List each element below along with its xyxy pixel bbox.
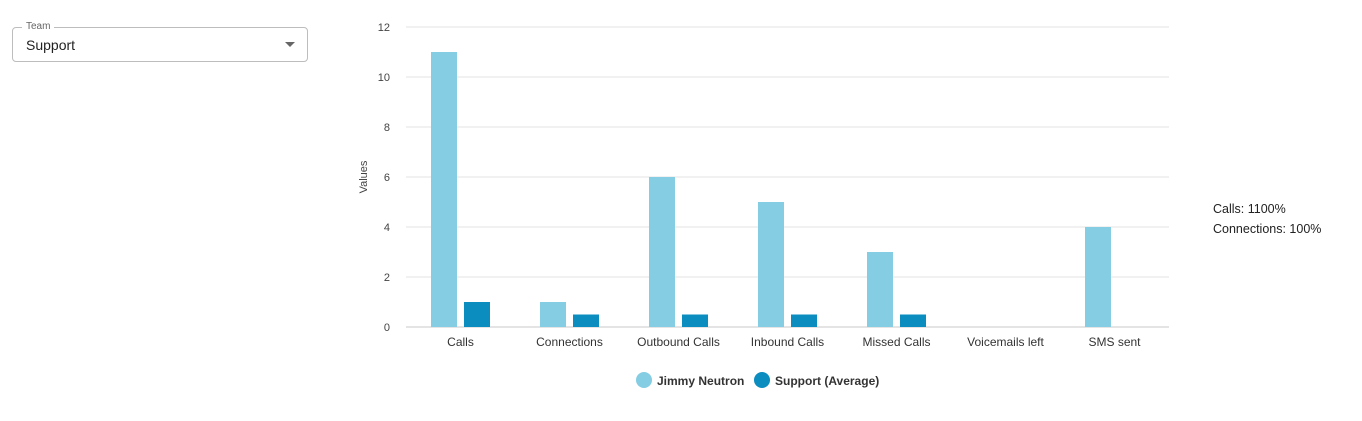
y-tick-label: 8 [384, 122, 390, 134]
x-tick-label: Missed Calls [862, 335, 930, 349]
y-axis-label: Values [358, 160, 370, 193]
legend-label: Support (Average) [775, 374, 879, 388]
bar [649, 177, 675, 327]
y-tick-label: 10 [378, 72, 390, 84]
y-tick-label: 12 [378, 22, 390, 34]
calls-percentage: Calls: 1100% [1213, 202, 1286, 216]
legend-label: Jimmy Neutron [657, 374, 744, 388]
y-tick-label: 4 [384, 222, 390, 234]
bar-chart: 0 2 4 6 8 10 12 Calls Connections Outbound Calls… [358, 22, 1169, 388]
legend-swatch [754, 372, 770, 388]
x-tick-label: Voicemails left [967, 335, 1044, 349]
bar [540, 302, 566, 327]
x-tick-label: Calls [447, 335, 474, 349]
team-select-label: Team [22, 20, 55, 34]
team-select[interactable]: Team Support [12, 20, 308, 62]
bar [791, 314, 817, 327]
bar [867, 252, 893, 327]
bar [1085, 227, 1111, 327]
bar [464, 302, 490, 327]
chevron-down-icon[interactable] [285, 42, 295, 47]
bar [682, 314, 708, 327]
y-tick-label: 2 [384, 272, 390, 284]
bar [431, 52, 457, 327]
x-tick-label: Inbound Calls [751, 335, 824, 349]
y-tick-label: 0 [384, 322, 390, 334]
connections-percentage: Connections: 100% [1213, 222, 1322, 236]
team-select-value: Support [26, 37, 76, 53]
x-tick-label: SMS sent [1088, 335, 1141, 349]
x-tick-label: Connections [536, 335, 603, 349]
legend-swatch [636, 372, 652, 388]
bar [900, 314, 926, 327]
bar [758, 202, 784, 327]
x-tick-label: Outbound Calls [637, 335, 720, 349]
y-tick-label: 6 [384, 172, 390, 184]
bar [573, 314, 599, 327]
side-info: Calls: 1100% Connections: 100% [1213, 199, 1321, 239]
